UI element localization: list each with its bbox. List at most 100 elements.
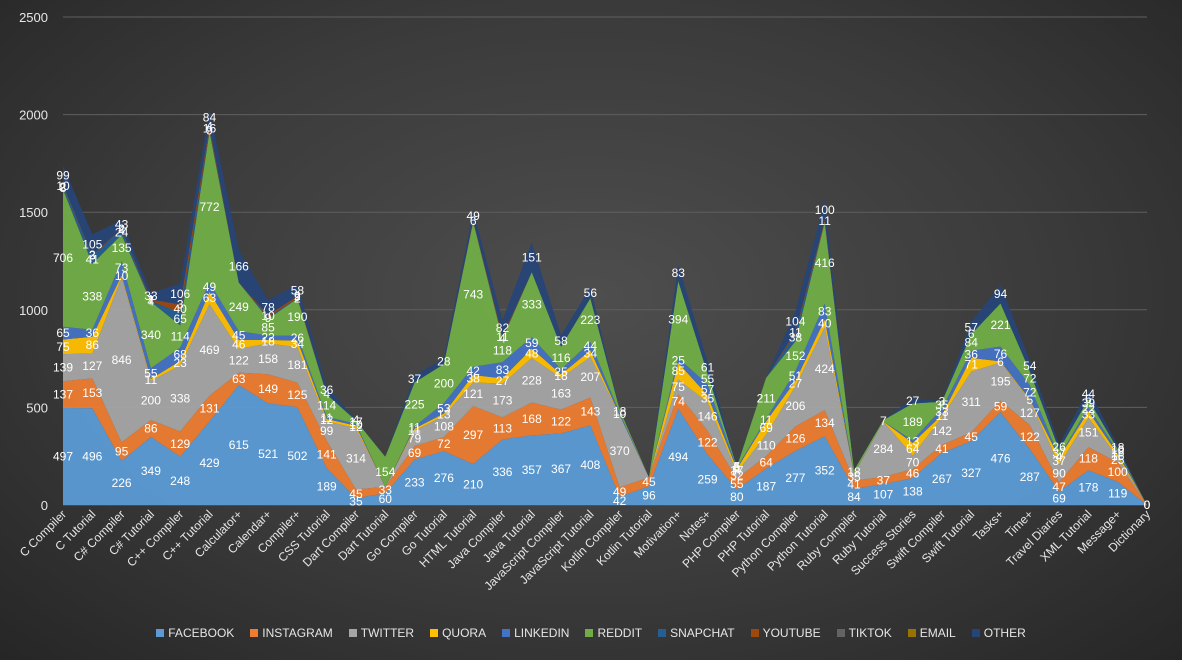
data-label: 2 [118,222,125,236]
legend-label: TWITTER [360,626,415,640]
data-label: 68 [174,347,188,361]
data-label: 772 [199,200,219,214]
data-label: 83 [496,363,510,377]
data-label: 3 [939,394,946,408]
data-label: 6 [997,355,1004,369]
data-label: 104 [785,315,805,329]
data-label: 82 [496,321,510,335]
data-label: 333 [522,298,542,312]
data-label: 64 [759,455,773,469]
data-label: 86 [144,421,158,435]
data-label: 158 [258,352,278,366]
data-label: 48 [525,346,539,360]
data-label: 327 [961,466,981,480]
legend-label: REDDIT [597,626,643,640]
data-label: 36 [320,383,334,397]
data-label: 2 [294,289,301,303]
data-label: 27 [789,376,803,390]
data-label: 38 [789,331,803,345]
data-label: 394 [668,313,688,327]
data-label: 40 [174,302,188,316]
data-label: 135 [112,241,132,255]
data-label: 17 [730,464,744,478]
data-label: 141 [317,447,337,461]
data-label: 54 [1023,359,1037,373]
data-label: 55 [730,477,744,491]
data-label: 3 [177,298,184,312]
legend-swatch [502,629,511,637]
data-label: 46 [232,337,246,351]
data-label: 154 [375,465,395,479]
legend-item: FACEBOOK [156,626,234,640]
data-label: 846 [112,353,132,367]
data-label: 75 [56,340,70,354]
data-label: 59 [525,336,539,350]
data-label: 37 [408,372,422,386]
data-label: 10 [349,418,363,432]
data-label: 137 [53,388,73,402]
data-label: 64 [906,442,920,456]
legend-swatch [907,629,916,637]
data-label: 10 [1111,443,1125,457]
data-label: 22 [261,331,275,345]
data-label: 134 [815,416,835,430]
data-label: 58 [291,283,305,297]
data-label: 10 [115,269,129,283]
data-label: 336 [492,465,512,479]
data-label: 60 [379,492,393,506]
data-label: 41 [86,253,100,267]
data-label: 74 [672,394,686,408]
data-label: 95 [115,445,129,459]
data-label: 84 [965,336,979,350]
data-label: 496 [82,450,102,464]
legend-swatch [585,629,594,637]
data-label: 338 [170,391,190,405]
data-label: 22 [1082,402,1096,416]
data-label: 99 [56,168,70,182]
data-label: 49 [466,209,480,223]
legend-item: TIKTOK [836,626,892,640]
data-label: 5 [1026,393,1033,407]
y-tick-label: 1500 [19,205,48,220]
data-labels: 4971371397565706821099496153127863633841… [53,111,1151,512]
legend-swatch [430,629,439,637]
legend-label: FACEBOOK [168,626,235,640]
data-label: 99 [320,424,334,438]
data-label: 47 [1052,480,1066,494]
data-label: 41 [935,442,949,456]
legend-item: LINKEDIN [502,626,569,640]
legend-swatch [836,629,845,637]
data-label: 189 [903,415,923,429]
legend-label: QUORA [442,626,487,640]
legend-swatch [658,629,667,637]
data-label: 80 [730,490,744,504]
data-label: 70 [906,455,920,469]
data-label: 78 [261,301,275,315]
data-label: 223 [580,313,600,327]
data-label: 55 [701,372,715,386]
data-label: 119 [1108,486,1127,500]
data-label: 11 [818,214,831,228]
data-label: 12 [320,413,334,427]
data-label: 9 [265,311,272,325]
data-label: 5 [733,460,740,474]
data-label: 9 [206,124,213,138]
data-label: 35 [935,398,949,412]
data-label: 189 [317,480,337,494]
data-label: 11 [320,411,333,425]
data-label: 59 [994,399,1008,413]
data-label: 314 [346,452,366,466]
data-label: 27 [906,394,920,408]
data-label: 73 [115,261,129,275]
data-label: 11 [145,373,158,387]
data-label: 44 [584,339,598,353]
data-label: 122 [1020,430,1040,444]
data-label: 100 [1108,465,1128,479]
data-label: 63 [232,372,246,386]
data-label: 12 [349,420,363,434]
legend-label: SNAPCHAT [670,626,735,640]
data-label: 40 [818,316,832,330]
data-label: 4 [148,294,155,308]
data-label: 4 [118,223,125,237]
data-label: 116 [551,351,570,365]
